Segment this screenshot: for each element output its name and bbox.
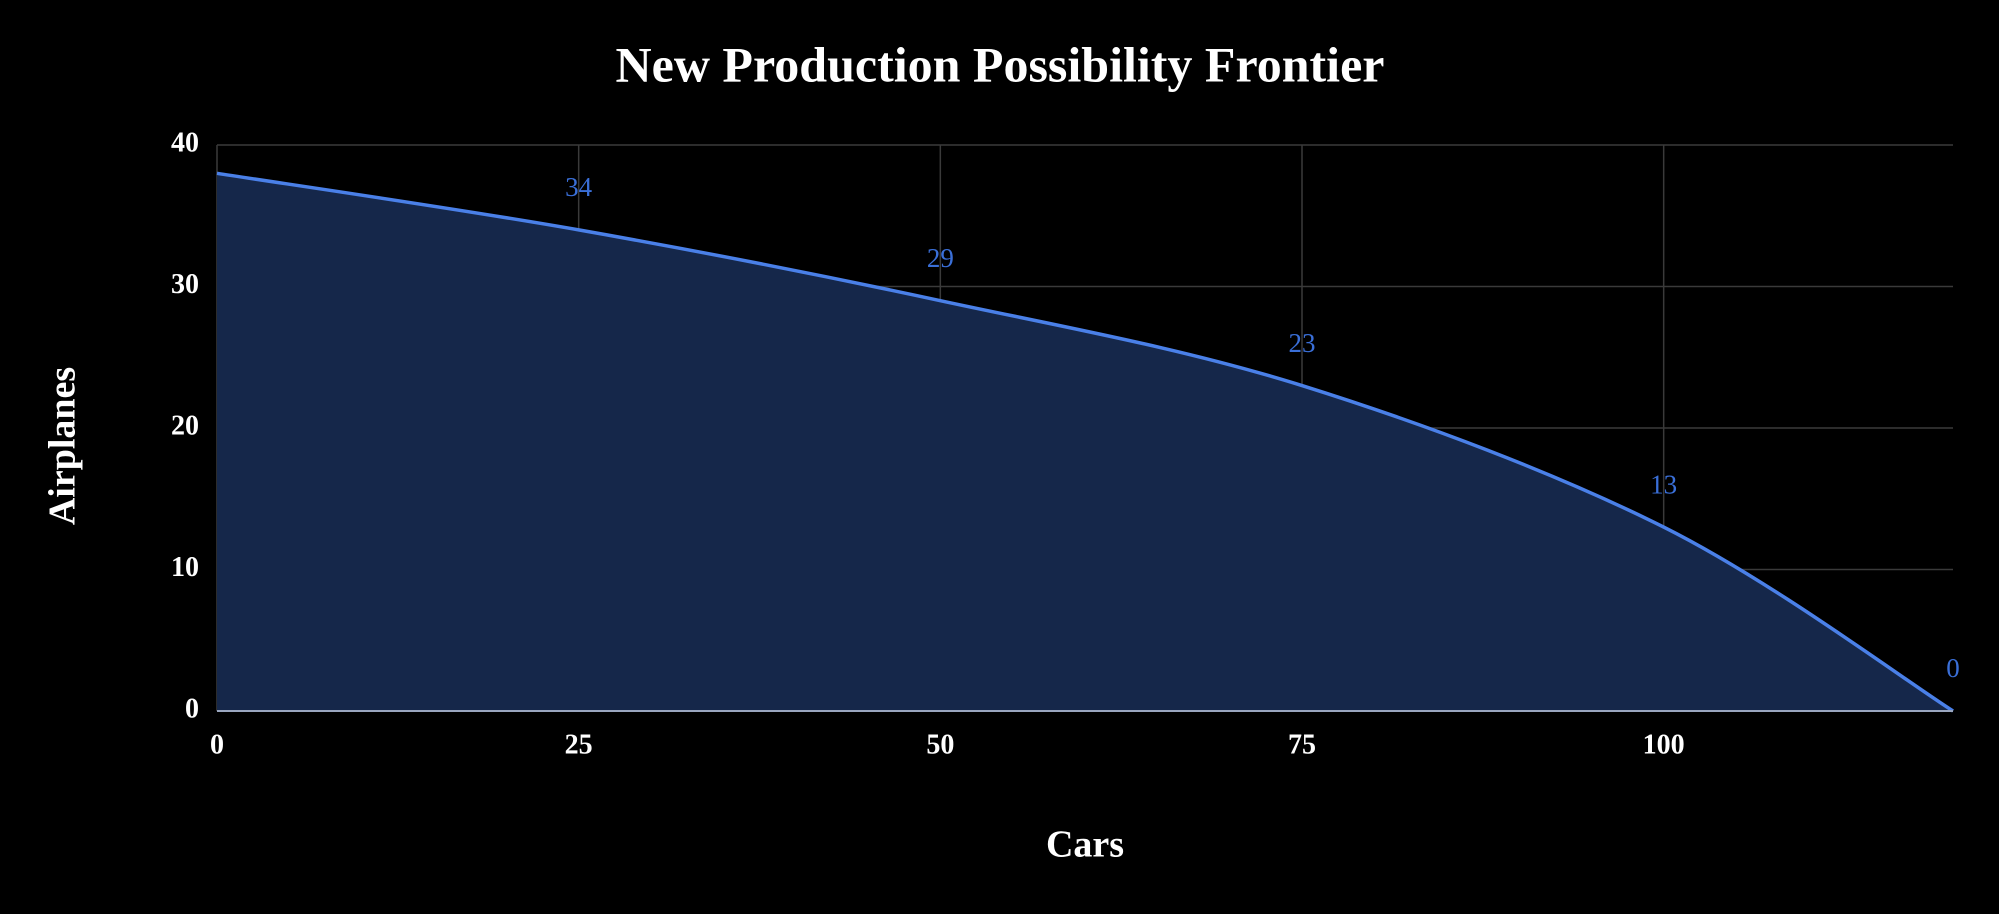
y-tick-label: 10 [171,552,199,583]
y-axis-title: Airplanes [42,367,84,525]
x-tick-label: 25 [565,729,593,760]
data-label: 34 [565,172,593,202]
y-tick-label: 20 [171,410,199,441]
data-label: 23 [1289,328,1316,358]
data-label: 29 [927,243,954,273]
chart-title: New Production Possibility Frontier [616,36,1385,92]
x-tick-label: 0 [210,729,224,760]
x-tick-label: 75 [1288,729,1316,760]
data-label: 13 [1650,469,1677,499]
x-tick-label: 100 [1643,729,1685,760]
x-axis-title: Cars [1046,824,1124,866]
data-label: 0 [1946,653,1960,683]
x-tick-label: 50 [926,729,954,760]
y-tick-label: 40 [171,127,199,158]
y-tick-label: 0 [185,693,199,724]
y-tick-label: 30 [171,269,199,300]
area-fill [217,173,1953,712]
area-line [216,171,1954,713]
